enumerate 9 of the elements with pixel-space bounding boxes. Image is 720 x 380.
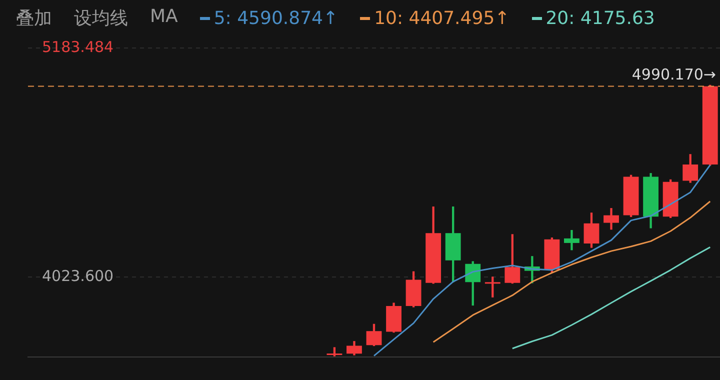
y-tick-label: 4023.600 [42,267,114,286]
text: 叠加 [16,7,52,30]
legend-label: 10: 4407.495↑ [373,6,510,30]
ref-line-label: 4990.170→ [632,66,716,84]
y-tick-label: 5183.484 [42,38,114,56]
text: MA [150,6,178,29]
text: 设均线 [74,7,128,30]
legend-label: 20: 4175.63 [544,6,655,30]
legend-label: 5: 4590.874↑ [212,6,338,30]
